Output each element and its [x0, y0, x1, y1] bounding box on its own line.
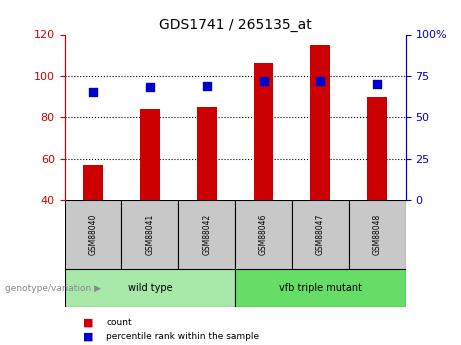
Point — [317, 78, 324, 83]
Bar — [349, 200, 406, 269]
Bar — [235, 269, 406, 307]
Bar — [140, 109, 160, 200]
Text: ■: ■ — [83, 318, 94, 327]
Text: GSM88042: GSM88042 — [202, 214, 211, 255]
Bar — [197, 107, 217, 200]
Point — [373, 81, 381, 87]
Text: vfb triple mutant: vfb triple mutant — [279, 283, 362, 293]
Bar — [65, 269, 235, 307]
Title: GDS1741 / 265135_at: GDS1741 / 265135_at — [159, 18, 312, 32]
Text: GSM88047: GSM88047 — [316, 214, 325, 255]
Bar — [367, 97, 387, 200]
Bar — [65, 200, 121, 269]
Text: GSM88040: GSM88040 — [89, 214, 97, 255]
Text: percentile rank within the sample: percentile rank within the sample — [106, 332, 259, 341]
Bar — [254, 63, 273, 200]
Bar — [178, 200, 235, 269]
Point — [89, 90, 97, 95]
Bar — [310, 45, 331, 200]
Bar — [235, 200, 292, 269]
Bar — [292, 200, 349, 269]
Point — [203, 83, 210, 89]
Point — [146, 85, 154, 90]
Text: wild type: wild type — [128, 283, 172, 293]
Bar — [83, 165, 103, 200]
Text: GSM88048: GSM88048 — [373, 214, 382, 255]
Text: GSM88046: GSM88046 — [259, 214, 268, 255]
Text: GSM88041: GSM88041 — [145, 214, 154, 255]
Point — [260, 78, 267, 83]
Bar — [121, 200, 178, 269]
Text: count: count — [106, 318, 132, 327]
Text: genotype/variation ▶: genotype/variation ▶ — [5, 284, 100, 293]
Text: ■: ■ — [83, 332, 94, 341]
